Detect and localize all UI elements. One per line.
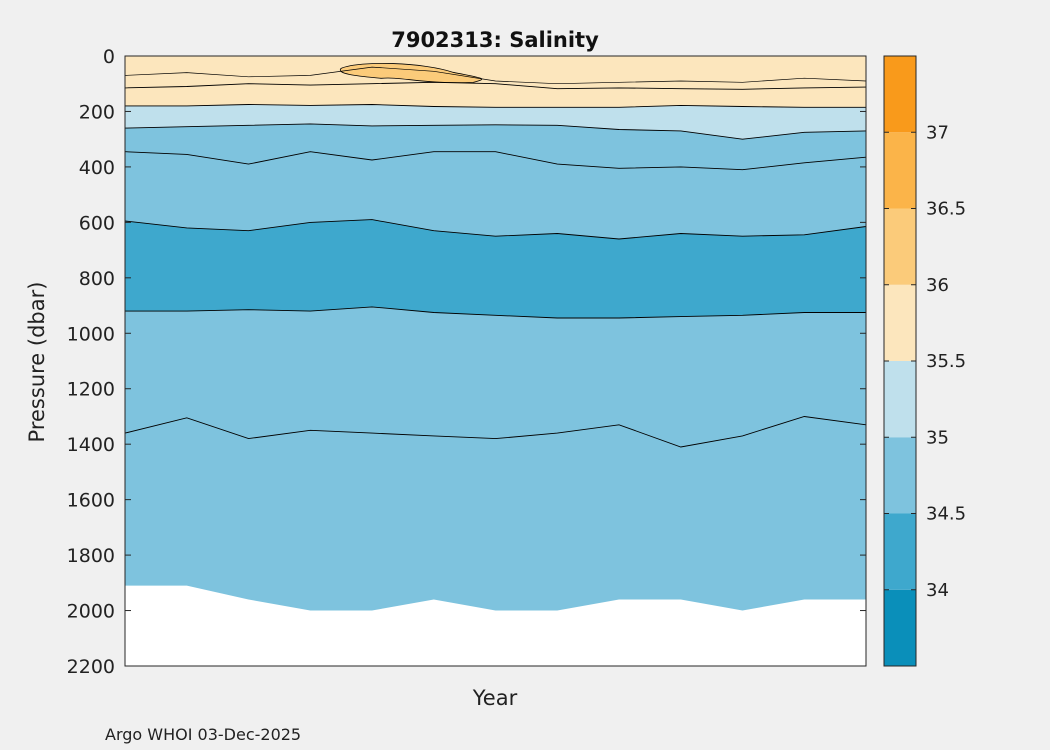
colorbar-segment [884,56,916,133]
colorbar-segment [884,361,916,438]
colorbar-tick-label: 37 [926,122,949,143]
y-tick-label: 1400 [67,434,115,456]
y-tick-label: 600 [79,212,115,234]
colorbar-tick-label: 34 [926,580,949,601]
colorbar-tick-label: 35.5 [926,351,966,372]
contour-line [124,151,867,171]
colorbar-segment [884,208,916,285]
colorbar-segment [884,589,916,666]
y-tick-label: 1200 [67,379,115,401]
no-data-region [125,585,866,666]
contour-line [125,306,866,319]
colorbar-segment [884,284,916,361]
y-tick-label: 2200 [67,656,115,678]
y-tick-label: 2000 [67,601,115,623]
colorbar-segment [884,132,916,209]
contour-line [125,104,866,108]
contour-line [124,66,867,85]
contour-line [124,81,867,90]
y-axis: 0 200 400 600 800 1000 1200 1400 1600 1800 2000 220… [67,46,866,678]
plot-area [124,55,867,667]
high-salinity-patch [339,63,483,84]
y-axis-label: Pressure (dbar) [25,282,49,443]
y-tick-label: 200 [79,101,115,123]
footer-credit: Argo WHOI 03-Dec-2025 [105,725,302,744]
y-tick-label: 0 [103,46,115,68]
y-tick-label: 400 [79,157,115,179]
y-tick-label: 1600 [67,490,115,512]
colorbar-segment [884,513,916,590]
y-tick-label: 1000 [67,323,115,345]
contour-line [124,123,867,140]
plot-frame [124,55,867,667]
colorbar: 34 34.5 35 35.5 36 36.5 37 [883,55,966,667]
contour-line [124,416,867,448]
x-axis-label: Year [472,686,518,710]
y-tick-label: 1800 [67,545,115,567]
colorbar-tick-label: 36 [926,275,949,296]
y-tick-label: 800 [79,268,115,290]
colorbar-segment [884,437,916,514]
contour-line [124,219,867,240]
colorbar-tick-label: 34.5 [926,504,966,525]
colorbar-tick-label: 35 [926,427,949,448]
colorbar-tick-label: 36.5 [926,199,966,220]
chart-title: 7902313: Salinity [391,28,599,52]
